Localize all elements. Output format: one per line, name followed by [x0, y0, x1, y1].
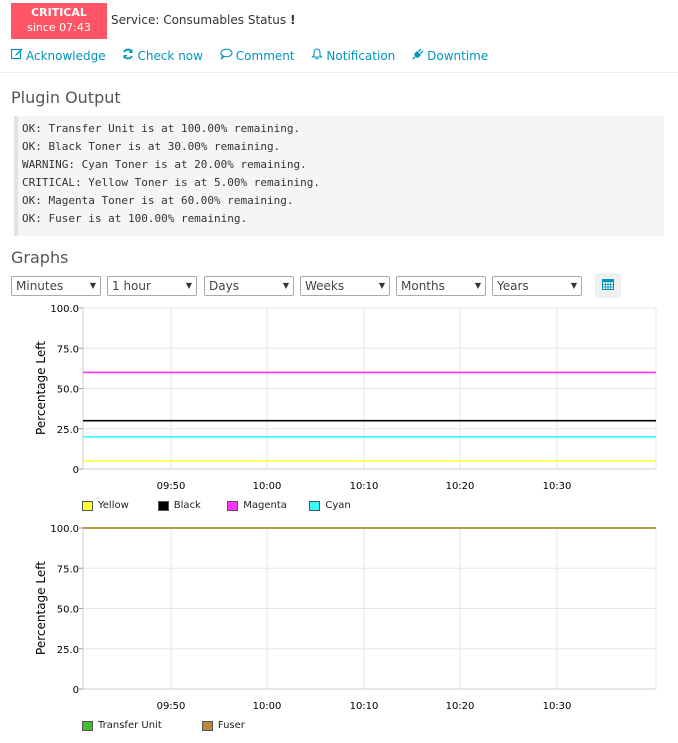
- service-title: Service: Consumables Status!: [111, 13, 296, 27]
- check-now-label: Check now: [137, 48, 203, 63]
- plugin-output-box: OK: Transfer Unit is at 100.00% remainin…: [14, 116, 664, 236]
- legend-swatch: [227, 500, 239, 511]
- x-tick-label: 09:50: [157, 701, 186, 712]
- x-tick-label: 10:30: [543, 701, 572, 712]
- y-tick-label: 50.0: [57, 605, 79, 616]
- weeks-select-value: Weeks: [305, 279, 345, 293]
- minutes-select-value: Minutes: [16, 279, 64, 293]
- bell-icon: [311, 48, 324, 63]
- chart-legend-units: Transfer Unit Fuser: [82, 720, 482, 734]
- legend-item-magenta[interactable]: Magenta: [227, 500, 287, 511]
- downtime-label: Downtime: [427, 48, 489, 63]
- y-tick-label: 0: [73, 465, 79, 476]
- notification-label: Notification: [326, 48, 396, 63]
- x-tick-label: 10:10: [350, 701, 379, 712]
- legend-item-black[interactable]: Black: [157, 500, 201, 511]
- months-select-value: Months: [401, 279, 445, 293]
- chevron-down-icon: ▼: [89, 281, 96, 290]
- x-tick-label: 10:10: [350, 481, 379, 492]
- y-tick-label: 75.0: [57, 344, 79, 355]
- refresh-icon: [122, 48, 134, 63]
- chevron-down-icon: ▼: [570, 281, 577, 290]
- calendar-icon: [602, 279, 614, 290]
- legend-item-transfer-unit[interactable]: Transfer Unit: [82, 720, 162, 731]
- graphs-heading: Graphs: [11, 248, 69, 267]
- comment-icon: [220, 48, 233, 63]
- acknowledge-link[interactable]: Acknowledge: [10, 48, 106, 63]
- edit-icon: [10, 48, 23, 63]
- hour-select[interactable]: 1 hour ▼: [107, 276, 197, 296]
- legend-swatch: [201, 720, 213, 731]
- plugin-output-heading: Plugin Output: [11, 88, 121, 107]
- chevron-down-icon: ▼: [185, 281, 192, 290]
- legend-swatch: [82, 500, 93, 511]
- minutes-select[interactable]: Minutes ▼: [11, 276, 101, 296]
- y-tick-label: 75.0: [57, 564, 79, 575]
- output-line: OK: Black Toner is at 30.00% remaining.: [22, 140, 281, 153]
- output-line: OK: Magenta Toner is at 60.00% remaining…: [22, 194, 294, 207]
- y-axis-label: Percentage Left: [34, 341, 48, 435]
- legend-item-fuser[interactable]: Fuser: [201, 720, 245, 731]
- y-tick-label: 100.0: [50, 524, 79, 535]
- output-line: CRITICAL: Yellow Toner is at 5.00% remai…: [22, 176, 321, 189]
- consumables-chart-units: 100.0 75.0 50.0 25.0 0 09:50 10:00 10:10 10:20 1…: [34, 524, 657, 712]
- notification-link[interactable]: Notification: [311, 48, 395, 63]
- output-line: OK: Transfer Unit is at 100.00% remainin…: [22, 122, 301, 135]
- legend-label: Magenta: [243, 500, 287, 511]
- comment-link[interactable]: Comment: [220, 48, 295, 63]
- plug-icon: [412, 48, 424, 63]
- y-tick-label: 50.0: [57, 385, 79, 396]
- days-select[interactable]: Days ▼: [204, 276, 294, 296]
- hour-select-value: 1 hour: [112, 279, 151, 293]
- legend-item-cyan[interactable]: Cyan: [309, 500, 351, 511]
- y-tick-label: 100.0: [50, 304, 79, 315]
- y-tick-label: 25.0: [57, 425, 79, 436]
- flapping-icon: !: [290, 13, 296, 27]
- status-badge: CRITICAL since 07:43: [11, 3, 107, 39]
- days-select-value: Days: [209, 279, 239, 293]
- months-select[interactable]: Months ▼: [396, 276, 486, 296]
- y-tick-label: 25.0: [57, 645, 79, 656]
- legend-swatch: [309, 500, 321, 511]
- legend-swatch: [157, 500, 169, 511]
- service-title-text: Service: Consumables Status: [111, 13, 287, 27]
- x-tick-label: 10:00: [253, 481, 282, 492]
- output-line: WARNING: Cyan Toner is at 20.00% remaini…: [22, 158, 307, 171]
- calendar-button[interactable]: [595, 273, 621, 298]
- y-axis-label: Percentage Left: [34, 561, 48, 655]
- downtime-link[interactable]: Downtime: [412, 48, 488, 63]
- x-tick-label: 10:20: [446, 701, 475, 712]
- weeks-select[interactable]: Weeks ▼: [300, 276, 390, 296]
- x-tick-label: 09:50: [157, 481, 186, 492]
- chevron-down-icon: ▼: [282, 281, 289, 290]
- x-tick-label: 10:00: [253, 701, 282, 712]
- years-select[interactable]: Years ▼: [492, 276, 582, 296]
- legend-label: Fuser: [217, 720, 245, 731]
- action-bar: Acknowledge Check now Comment Notificati…: [10, 48, 501, 63]
- x-tick-label: 10:30: [543, 481, 572, 492]
- chart-legend-toner: Yellow Black Magenta Cyan: [82, 500, 482, 514]
- legend-label: Transfer Unit: [98, 720, 162, 731]
- check-now-link[interactable]: Check now: [122, 48, 203, 63]
- comment-label: Comment: [235, 48, 295, 63]
- status-since: since 07:43: [27, 21, 91, 34]
- legend-label: Cyan: [325, 500, 351, 511]
- legend-swatch: [82, 720, 93, 731]
- acknowledge-label: Acknowledge: [26, 48, 106, 63]
- chevron-down-icon: ▼: [378, 281, 385, 290]
- legend-label: Black: [173, 500, 201, 511]
- y-tick-label: 0: [73, 685, 79, 696]
- output-line: OK: Fuser is at 100.00% remaining.: [22, 212, 248, 225]
- legend-label: Yellow: [98, 500, 129, 511]
- chevron-down-icon: ▼: [474, 281, 481, 290]
- legend-item-yellow[interactable]: Yellow: [82, 500, 129, 511]
- status-state: CRITICAL: [31, 6, 87, 19]
- consumables-chart-toner: 100.0 75.0 50.0 25.0 0 09:50 10:00 10:10 10:20 1…: [34, 304, 657, 492]
- years-select-value: Years: [497, 279, 529, 293]
- service-header: CRITICAL since 07:43 Service: Consumable…: [0, 0, 678, 73]
- x-tick-label: 10:20: [446, 481, 475, 492]
